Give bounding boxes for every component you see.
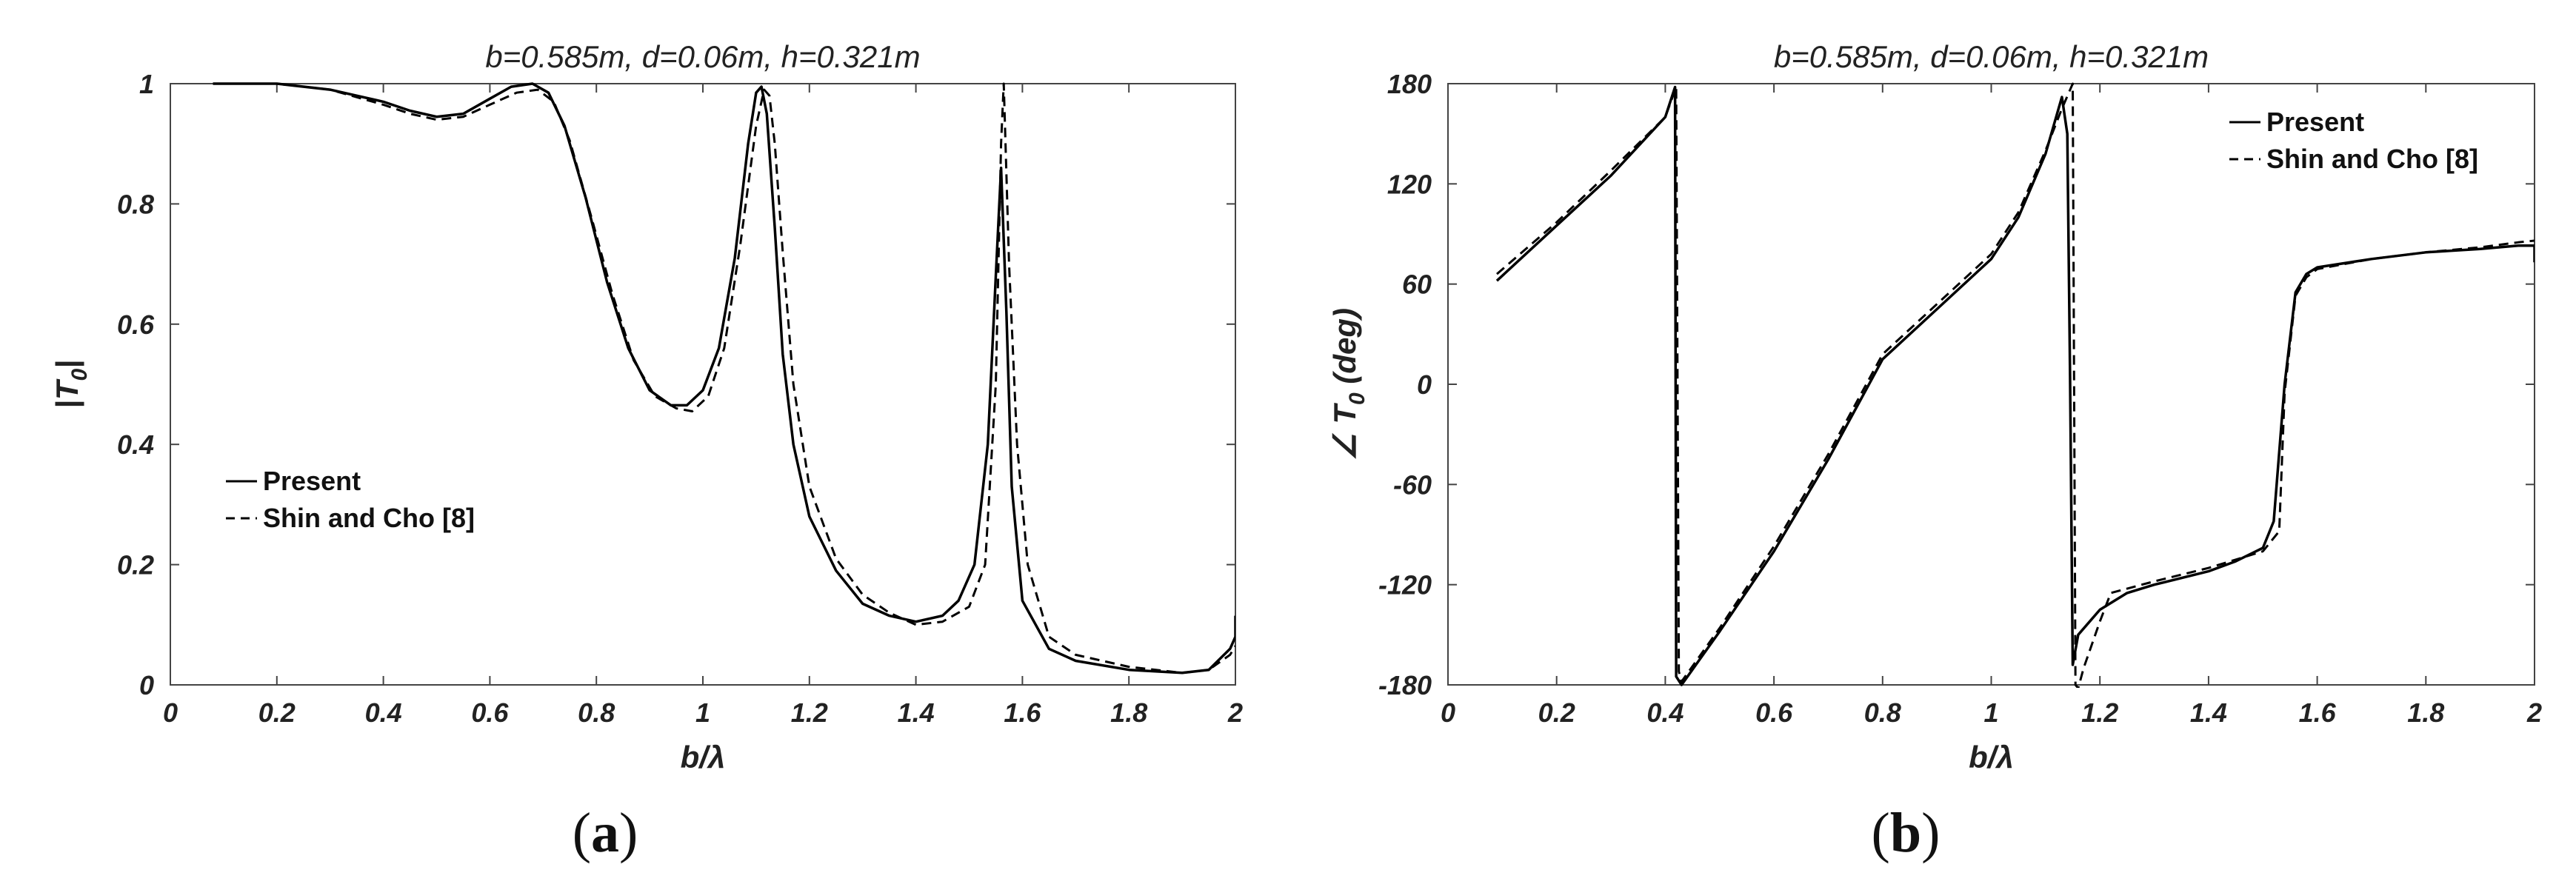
y-tick-label: -60 [1393,469,1432,500]
y-axis-label-end: | [50,360,84,369]
chart-title: b=0.585m, d=0.06m, h=0.321m [485,39,920,74]
chart-panel-b: 0 0.2 0.4 0.6 0.8 1 1.2 1.4 1.6 1.8 2 -180 -120 -60 0 6… [1327,39,2542,864]
x-tick-label: 0.6 [471,697,509,728]
x-tick-label: 0.8 [578,697,615,728]
x-tick-label: 1.6 [2299,697,2337,728]
y-axis-label-end: (deg) [1327,308,1362,392]
x-tick-label: 1.4 [898,697,935,728]
legend-entry: Present [2266,107,2364,137]
y-tick-label: 0.4 [117,429,154,460]
y-tick-label: 0 [1417,369,1432,400]
x-tick-label: 1 [695,697,710,728]
y-tick-label: 0.2 [117,550,154,580]
chart-title: b=0.585m, d=0.06m, h=0.321m [1774,39,2209,74]
y-axis-label: ∠ T0 (deg) [1327,308,1369,461]
x-tick-label: 2 [1227,697,1243,728]
x-tick-label: 1 [1983,697,1998,728]
x-tick-label: 1.6 [1004,697,1041,728]
x-tick-label: 1.8 [2407,697,2444,728]
y-axis-label-main: |T [50,378,84,409]
x-tick-label: 0.4 [365,697,402,728]
legend-entry: Present [263,466,361,496]
plot-frame [170,83,1236,686]
y-axis-label-sub: 0 [67,369,92,381]
x-tick-label: 2 [2526,697,2542,728]
series-line-shin-and-cho [1496,82,2535,688]
panel-label-letter: a [591,802,619,864]
series-line-shin-and-cho [213,82,1235,675]
x-tick-label: 0 [1441,697,1455,728]
legend-entry: Shin and Cho [8] [2266,144,2478,174]
legend-entry: Shin and Cho [8] [263,503,475,533]
y-tick-label: 120 [1387,169,1432,199]
y-axis-label-main: ∠ T [1327,403,1362,461]
x-tick-label: 0.8 [1864,697,1901,728]
y-tick-label: 0.6 [117,309,155,340]
chart-panel-a: 0 0.2 0.4 0.6 0.8 1 1.2 1.4 1.6 1.8 2 0 0.2 0.4 0.6 0.8… [50,39,1243,864]
y-tick-label: -180 [1378,670,1432,700]
y-tick-label: 180 [1387,69,1432,99]
y-tick-label: 0 [139,670,154,700]
x-tick-label: 0.2 [258,697,296,728]
panel-label-letter: b [1890,802,1921,864]
y-axis-label: |T0| [50,360,92,409]
x-tick-label: 0.2 [1538,697,1575,728]
x-tick-label: 1.2 [791,697,828,728]
y-tick-label: 1 [139,69,154,99]
x-axis-label: b/λ [1969,740,2014,774]
series-line-present [213,82,1235,675]
x-tick-label: 0.4 [1646,697,1684,728]
y-axis-label-sub: 0 [1345,392,1369,405]
y-tick-label: 0.8 [117,189,154,219]
panel-label-open: ( [1872,802,1890,864]
y-tick-label: 60 [1402,270,1432,300]
series-line-present [1495,85,2535,686]
x-axis-label: b/λ [681,740,726,774]
x-tick-label: 0.6 [1755,697,1793,728]
panel-label-open: ( [573,802,591,864]
x-tick-label: 0 [163,697,178,728]
panel-label: (b) [1872,802,1941,864]
x-tick-label: 1.2 [2081,697,2118,728]
x-tick-label: 1.4 [2190,697,2227,728]
panel-label-close: ) [1921,802,1940,864]
x-tick-label: 1.8 [1110,697,1147,728]
panel-label-close: ) [619,802,638,864]
panel-label: (a) [573,802,638,864]
y-tick-label: -120 [1378,570,1432,600]
